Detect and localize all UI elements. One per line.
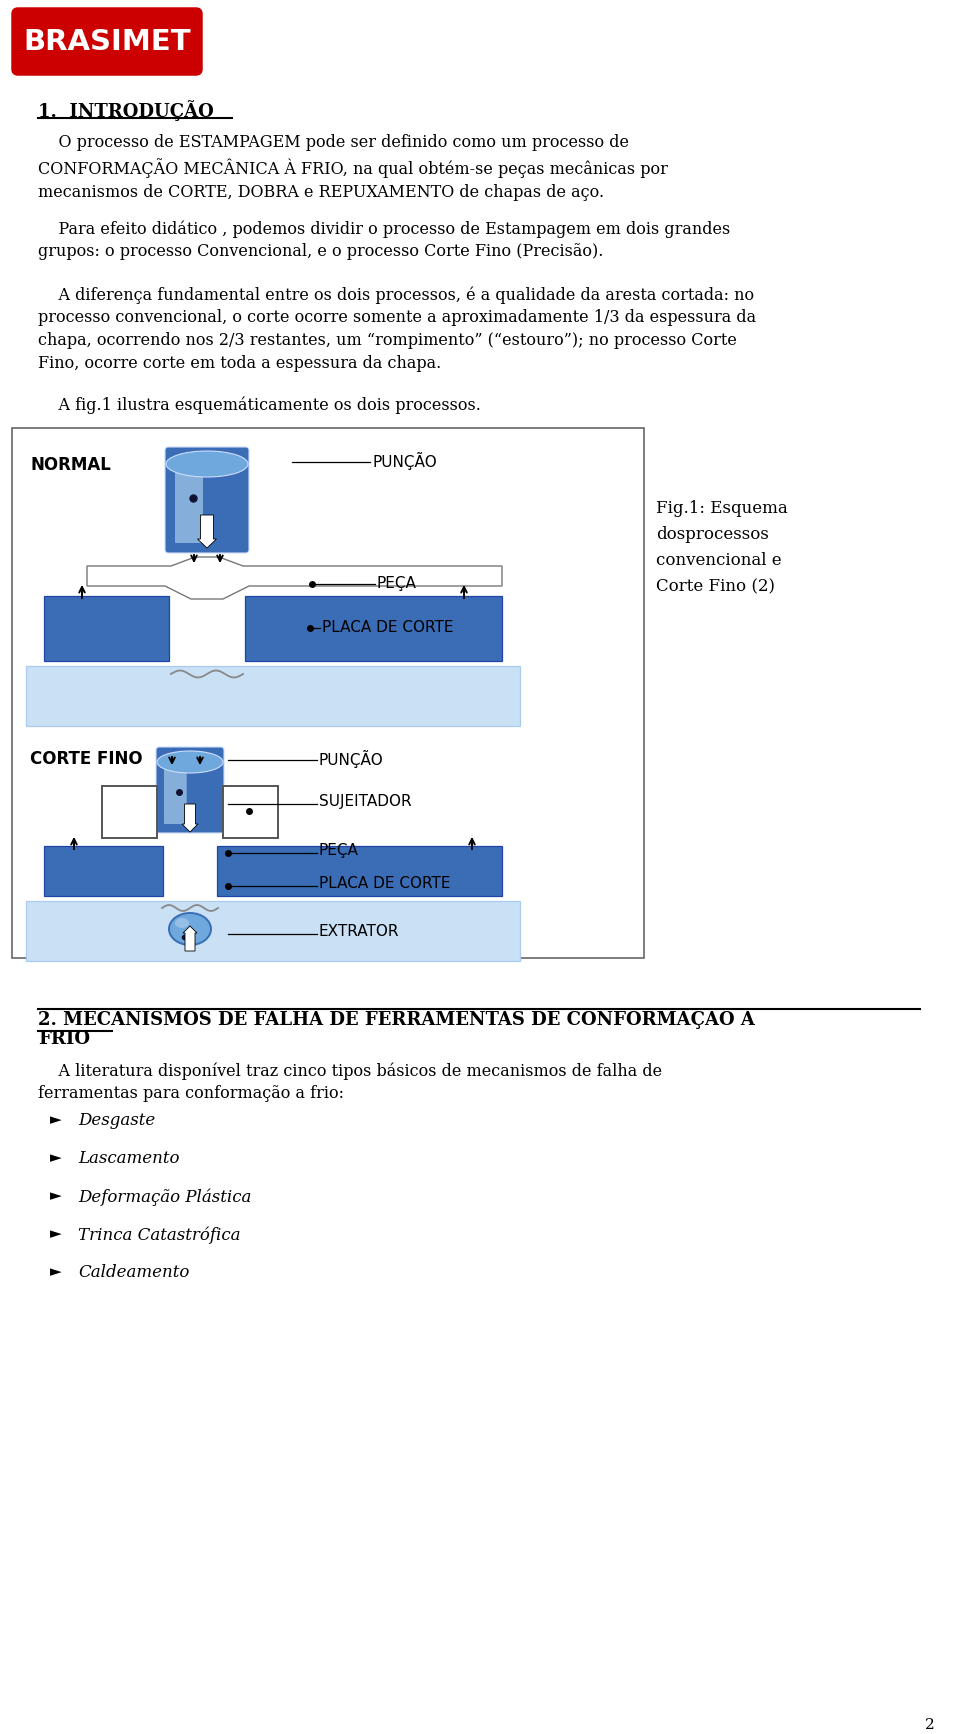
Text: Lascamento: Lascamento xyxy=(78,1150,180,1167)
Bar xyxy=(12,428,644,957)
Text: PLACA DE CORTE: PLACA DE CORTE xyxy=(319,876,450,891)
FancyArrow shape xyxy=(182,805,198,832)
Text: Fig.1: Esquema
dosprocessos
convencional e
Corte Fino (2): Fig.1: Esquema dosprocessos convencional… xyxy=(656,499,788,595)
Text: A diferença fundamental entre os dois processos, é a qualidade da aresta cortada: A diferença fundamental entre os dois pr… xyxy=(38,286,756,373)
Text: 1.  INTRODUÇÃO: 1. INTRODUÇÃO xyxy=(38,101,214,121)
Text: Para efeito didático , podemos dividir o processo de Estampagem em dois grandes
: Para efeito didático , podemos dividir o… xyxy=(38,220,731,260)
Ellipse shape xyxy=(169,914,211,945)
Bar xyxy=(245,596,502,661)
Text: CORTE FINO: CORTE FINO xyxy=(30,751,143,768)
Ellipse shape xyxy=(157,751,223,773)
Text: Desgaste: Desgaste xyxy=(78,1111,156,1129)
Text: PEÇA: PEÇA xyxy=(377,576,417,591)
FancyArrow shape xyxy=(183,926,197,950)
Text: Deformação Plástica: Deformação Plástica xyxy=(78,1188,252,1205)
Text: SUJEITADOR: SUJEITADOR xyxy=(319,794,412,810)
Text: 2. MECANISMOS DE FALHA DE FERRAMENTAS DE CONFORMAÇÃO A: 2. MECANISMOS DE FALHA DE FERRAMENTAS DE… xyxy=(38,1007,755,1028)
Bar xyxy=(44,846,163,896)
Text: PUNÇÃO: PUNÇÃO xyxy=(319,751,384,768)
Text: A literatura disponível traz cinco tipos básicos de mecanismos de falha de
ferra: A literatura disponível traz cinco tipos… xyxy=(38,1061,662,1103)
Text: PEÇA: PEÇA xyxy=(319,843,359,858)
Polygon shape xyxy=(87,557,502,598)
Bar xyxy=(44,596,169,661)
Text: FRIO: FRIO xyxy=(38,1030,90,1047)
Text: PLACA DE CORTE: PLACA DE CORTE xyxy=(322,621,453,635)
Text: Caldeamento: Caldeamento xyxy=(78,1264,189,1281)
FancyBboxPatch shape xyxy=(164,758,186,824)
FancyBboxPatch shape xyxy=(156,747,224,832)
Text: A fig.1 ilustra esquemáticamente os dois processos.: A fig.1 ilustra esquemáticamente os dois… xyxy=(38,395,481,413)
Text: ►: ► xyxy=(50,1264,61,1280)
Bar xyxy=(26,666,520,727)
FancyBboxPatch shape xyxy=(175,460,203,543)
Text: ►: ► xyxy=(50,1188,61,1203)
Text: EXTRATOR: EXTRATOR xyxy=(319,924,399,940)
Bar xyxy=(223,786,278,838)
Text: BRASIMET: BRASIMET xyxy=(23,28,191,55)
FancyArrow shape xyxy=(198,515,217,548)
Text: NORMAL: NORMAL xyxy=(30,456,110,473)
Text: O processo de ESTAMPAGEM pode ser definido como um processo de
CONFORMAÇÃO MECÂN: O processo de ESTAMPAGEM pode ser defini… xyxy=(38,134,668,201)
Text: ►: ► xyxy=(50,1150,61,1165)
Bar xyxy=(102,786,157,838)
Text: PUNÇÃO: PUNÇÃO xyxy=(372,453,437,470)
Bar xyxy=(217,846,502,896)
Ellipse shape xyxy=(166,451,248,477)
Text: ►: ► xyxy=(50,1226,61,1242)
Text: 2: 2 xyxy=(925,1718,935,1732)
Text: ►: ► xyxy=(50,1111,61,1127)
Bar xyxy=(26,902,520,961)
Text: Trinca Catastrófica: Trinca Catastrófica xyxy=(78,1226,241,1243)
Ellipse shape xyxy=(175,917,189,928)
FancyBboxPatch shape xyxy=(13,9,201,75)
FancyBboxPatch shape xyxy=(165,447,249,553)
